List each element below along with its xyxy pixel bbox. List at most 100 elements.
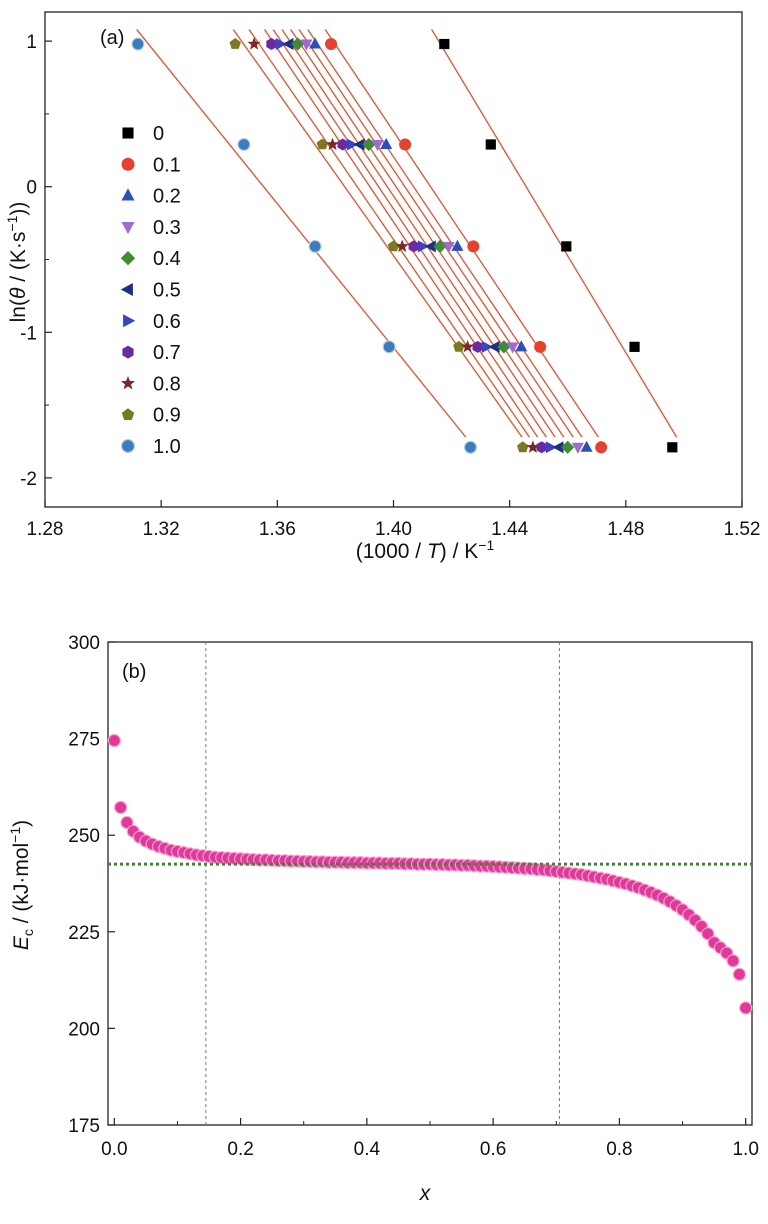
fit-line-0 bbox=[431, 29, 678, 438]
panel-b-points bbox=[107, 733, 753, 1015]
data-point-x0.5 bbox=[488, 340, 500, 353]
panel-a-x-ticks: 1.28 1.32 1.36 1.40 1.44 1.48 1.52 bbox=[27, 500, 761, 540]
data-point-x0.8 bbox=[395, 239, 409, 252]
data-point-x0.4 bbox=[362, 137, 376, 152]
legend-marker-0.1 bbox=[121, 157, 135, 171]
legend-marker-0.3 bbox=[121, 222, 135, 235]
panel-a-x-tick-label: 1.48 bbox=[607, 519, 644, 540]
ec-data-point bbox=[120, 815, 134, 830]
panel-a-x-tick-label: 1.32 bbox=[143, 519, 180, 540]
panel-a-y-tick-label: -1 bbox=[20, 323, 37, 344]
data-point-x0.6 bbox=[346, 138, 358, 151]
ec-data-point bbox=[107, 733, 121, 748]
legend-label-0.1: 0.1 bbox=[153, 154, 181, 176]
fit-line-0.4 bbox=[290, 29, 565, 438]
legend-label-0.3: 0.3 bbox=[153, 217, 181, 239]
legend-label-0: 0 bbox=[153, 123, 164, 145]
data-point-x0.7 bbox=[337, 138, 348, 151]
panel-a-fit-lines bbox=[136, 29, 678, 438]
panel-b-y-tick-label: 175 bbox=[68, 1116, 100, 1137]
panel-b-y-tick-label: 250 bbox=[68, 826, 100, 847]
data-point-x0.5 bbox=[282, 38, 294, 50]
legend-label-0.8: 0.8 bbox=[153, 373, 181, 395]
panel-b: 0.0 0.2 0.4 0.6 0.8 1.0 175 200 225 250 275 300 (b… bbox=[7, 633, 759, 1205]
panel-b-x-label: x bbox=[419, 1182, 432, 1205]
panel-b-x-tick-label: 0.0 bbox=[101, 1139, 127, 1160]
legend-marker-0.7 bbox=[122, 345, 134, 359]
data-point-x0.7 bbox=[472, 340, 483, 353]
fit-line-0.1 bbox=[324, 29, 599, 438]
panel-a-x-tick-label: 1.52 bbox=[724, 519, 761, 540]
data-point-x0.8 bbox=[247, 37, 261, 50]
panel-b-y-ticks: 175 200 225 250 275 300 bbox=[68, 633, 115, 1137]
data-point-x0 bbox=[667, 442, 678, 453]
data-point-x0.7 bbox=[408, 240, 419, 253]
fit-line-0.8 bbox=[248, 29, 530, 438]
panel-a-y-tick-label: 1 bbox=[26, 32, 37, 53]
data-point-x0.4 bbox=[561, 440, 575, 454]
panel-b-y-tick-label: 200 bbox=[68, 1019, 100, 1040]
ec-data-point bbox=[739, 1001, 753, 1015]
data-point-x0.7 bbox=[266, 38, 277, 50]
legend-label-0.7: 0.7 bbox=[153, 342, 181, 364]
legend-marker-0.9 bbox=[121, 408, 135, 420]
data-point-x1.0 bbox=[463, 440, 478, 454]
legend-label-0.5: 0.5 bbox=[153, 280, 181, 302]
panel-b-guide-lines bbox=[205, 642, 560, 1125]
data-point-x0.4 bbox=[291, 37, 305, 51]
fit-line-0.7 bbox=[264, 29, 539, 438]
panel-a-y-label: ln(θ / (K·s−1)) bbox=[4, 202, 30, 323]
ec-data-point bbox=[726, 954, 740, 968]
data-point-x0.6 bbox=[418, 240, 430, 253]
data-point-x0.3 bbox=[442, 241, 455, 253]
ec-data-point bbox=[114, 800, 128, 814]
panel-a-points bbox=[131, 37, 678, 454]
panel-b-x-ticks: 0.0 0.2 0.4 0.6 0.8 1.0 bbox=[101, 1118, 759, 1160]
data-point-x0.7 bbox=[536, 441, 547, 454]
data-point-x0.2 bbox=[451, 239, 464, 251]
data-point-x0.6 bbox=[481, 340, 493, 353]
data-point-x0.3 bbox=[571, 442, 584, 454]
data-point-x0.3 bbox=[371, 140, 384, 152]
legend-label-0.4: 0.4 bbox=[153, 248, 181, 270]
data-point-x0.1 bbox=[595, 441, 608, 454]
legend-label-0.9: 0.9 bbox=[153, 405, 181, 427]
fit-line-0.3 bbox=[298, 29, 574, 438]
panel-a-x-tick-label: 1.28 bbox=[27, 519, 64, 540]
panel-b-x-tick-label: 0.2 bbox=[227, 1139, 253, 1160]
panel-b-x-tick-label: 1.0 bbox=[732, 1139, 758, 1160]
data-point-x0.9 bbox=[453, 340, 465, 352]
panel-a-x-label: (1000 / T) / K−1 bbox=[356, 537, 495, 563]
panel-b-y-tick-label: 225 bbox=[68, 923, 100, 944]
fit-line-0.2 bbox=[307, 29, 583, 438]
data-point-x0.8 bbox=[326, 137, 340, 151]
data-point-x0.2 bbox=[309, 37, 322, 49]
data-point-x0.5 bbox=[353, 138, 365, 151]
panel-b-y-tick-label: 275 bbox=[68, 730, 100, 751]
panel-a-y-tick-label: 0 bbox=[26, 178, 37, 199]
panel-a-x-tick-label: 1.36 bbox=[259, 519, 296, 540]
data-point-x0.1 bbox=[325, 38, 338, 51]
panel-b-x-tick-label: 0.6 bbox=[480, 1139, 506, 1160]
data-point-x1.0 bbox=[131, 37, 145, 51]
panel-a-legend: 0 0.1 0.2 0.3 0.4 0.5 0.6 0.7 0.8 0.9 1.0 bbox=[120, 123, 181, 458]
legend-marker-0.8 bbox=[120, 375, 136, 390]
data-point-x0.6 bbox=[275, 38, 287, 50]
data-point-x0 bbox=[485, 139, 496, 150]
panel-b-y-tick-label: 300 bbox=[68, 633, 100, 654]
data-point-x0 bbox=[561, 241, 572, 252]
data-point-x1.0 bbox=[308, 239, 322, 253]
data-point-x0.1 bbox=[534, 340, 547, 353]
data-point-x0.9 bbox=[517, 441, 529, 453]
data-point-x0.5 bbox=[552, 441, 564, 454]
data-point-x0 bbox=[439, 38, 450, 50]
panel-a-x-tick-label: 1.44 bbox=[491, 519, 528, 540]
data-point-x0.9 bbox=[316, 138, 329, 150]
data-point-x0.2 bbox=[515, 340, 528, 352]
data-point-x0.2 bbox=[580, 440, 593, 452]
panel-a-y-tick-label: -2 bbox=[20, 469, 37, 490]
data-point-x0.3 bbox=[300, 39, 313, 51]
data-point-x1.0 bbox=[382, 340, 396, 354]
